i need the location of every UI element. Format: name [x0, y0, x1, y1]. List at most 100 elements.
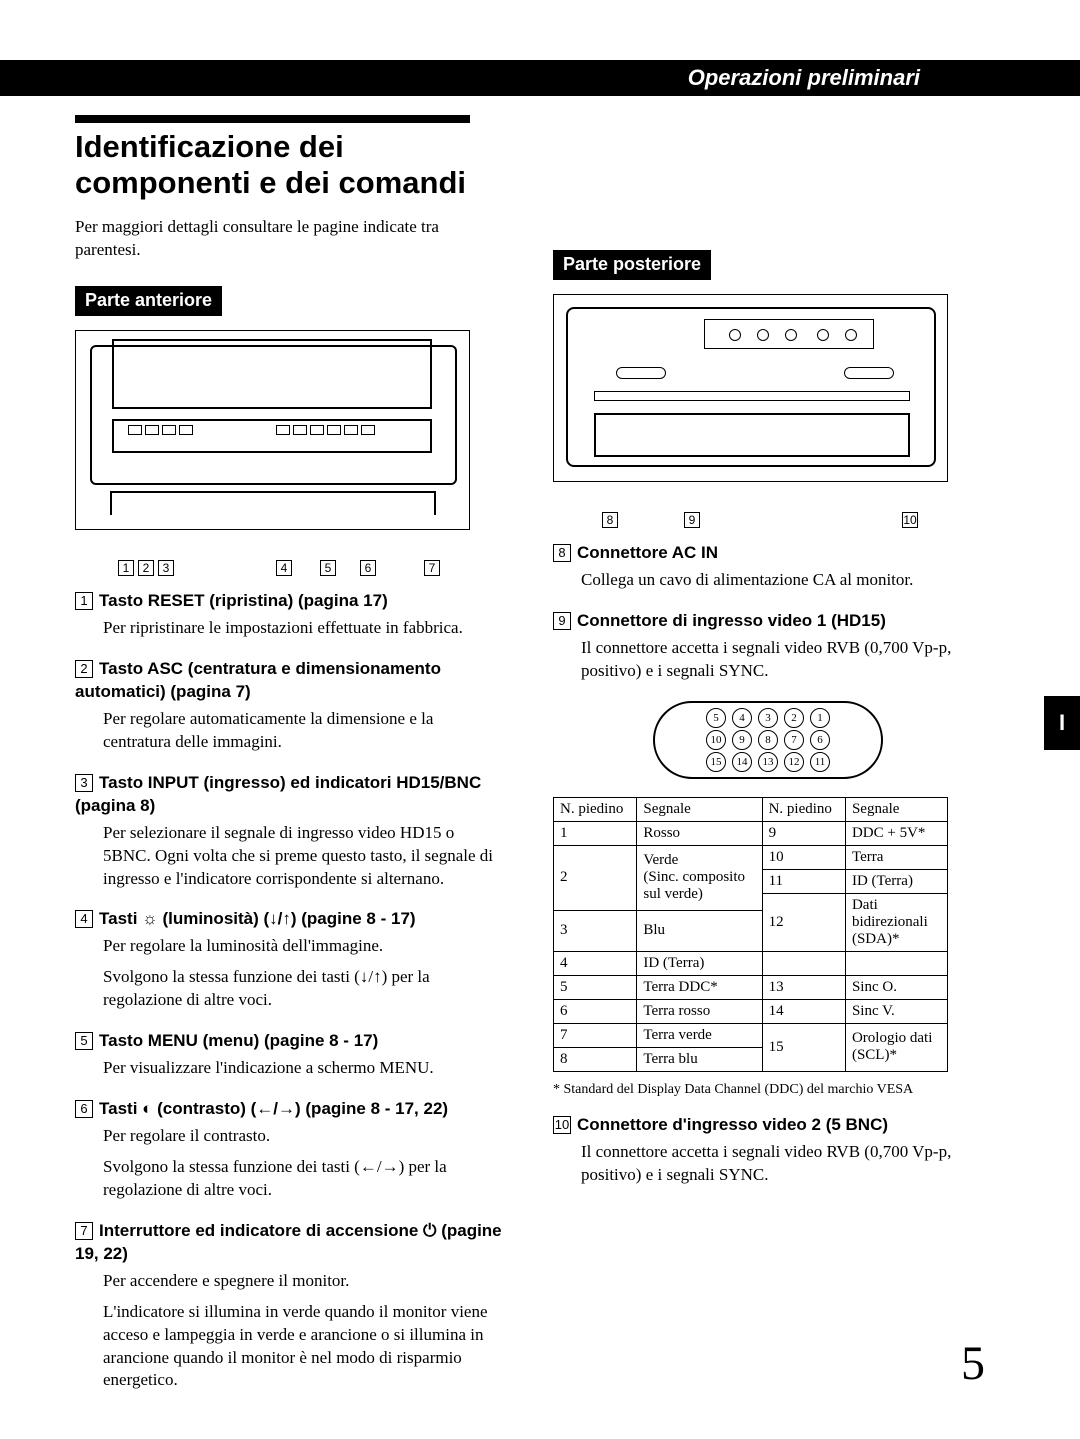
front-items-list: 1Tasto RESET (ripristina) (pagina 17) Per…: [75, 590, 505, 1392]
title-rule: [75, 115, 470, 123]
back-panel-label: Parte posteriore: [553, 250, 711, 280]
pin-circle: 13: [758, 752, 778, 772]
description-item: 4Tasti ☼ (luminosità) (↓/↑) (pagine 8 - …: [75, 908, 505, 1012]
pin-cell: [762, 951, 845, 975]
header-bar: Operazioni preliminari: [0, 60, 1080, 96]
pin-cell: Terra blu: [637, 1047, 762, 1071]
item-para: Per visualizzare l'indicazione a schermo…: [103, 1057, 505, 1080]
item-para: Svolgono la stessa funzione dei tasti (←…: [103, 1156, 505, 1202]
pin-cell: Verde(Sinc. compositosul verde): [637, 845, 762, 910]
back-items-bottom: 10Connettore d'ingresso video 2 (5 BNC)I…: [553, 1114, 983, 1187]
back-panel-diagram: 8910: [553, 294, 948, 482]
back-items-top: 8Connettore AC IN Collega un cavo di alim…: [553, 542, 983, 683]
page-number: 5: [961, 1336, 985, 1391]
description-item: 6Tasti ◐ (contrasto) (←/→) (pagine 8 - 1…: [75, 1098, 505, 1202]
callout-box: 8: [602, 511, 618, 528]
description-item: 9Connettore di ingresso video 1 (HD15)Il…: [553, 610, 983, 683]
right-column: Parte posteriore 8910 8Connettore AC INC…: [553, 115, 983, 1410]
pin-th: Segnale: [637, 797, 762, 821]
callout-box: 4: [276, 559, 292, 576]
item-heading: 5Tasto MENU (menu) (pagine 8 - 17): [75, 1030, 505, 1053]
front-panel-label: Parte anteriore: [75, 286, 222, 316]
description-item: 10Connettore d'ingresso video 2 (5 BNC)I…: [553, 1114, 983, 1187]
item-number: 7: [75, 1222, 93, 1240]
pin-cell: 9: [762, 821, 845, 845]
pin-circle: 1: [810, 708, 830, 728]
item-heading: 8Connettore AC IN: [553, 542, 983, 565]
callout-box: 3: [158, 559, 174, 576]
pin-cell: 14: [762, 999, 845, 1023]
intro-text: Per maggiori dettagli consultare le pagi…: [75, 216, 505, 262]
pin-cell: 3: [554, 910, 637, 951]
pin-cell: 15: [762, 1023, 845, 1071]
item-heading: 10Connettore d'ingresso video 2 (5 BNC): [553, 1114, 983, 1137]
pin-cell: 7: [554, 1023, 637, 1047]
pin-circle: 10: [706, 730, 726, 750]
callout-box: 10: [902, 511, 918, 528]
item-number: 5: [75, 1032, 93, 1050]
pin-th: Segnale: [845, 797, 947, 821]
item-heading: 4Tasti ☼ (luminosità) (↓/↑) (pagine 8 - …: [75, 908, 505, 931]
pin-circle: 6: [810, 730, 830, 750]
pin-cell: ID (Terra): [637, 951, 762, 975]
pin-table: N. piedino Segnale N. piedino Segnale 1R…: [553, 797, 948, 1072]
item-para: Per ripristinare le impostazioni effettu…: [103, 617, 505, 640]
pin-row: 54321: [706, 708, 830, 728]
pin-cell: [845, 951, 947, 975]
item-para: Per accendere e spegnere il monitor.: [103, 1270, 505, 1293]
callout-box: 7: [424, 559, 440, 576]
pin-circle: 7: [784, 730, 804, 750]
pin-row: 10 9876: [706, 730, 830, 750]
pin-cell: ID (Terra): [845, 869, 947, 893]
pin-cell: Terra verde: [637, 1023, 762, 1047]
pin-cell: Datibidirezionali(SDA)*: [845, 893, 947, 951]
pin-circle: 9: [732, 730, 752, 750]
pin-circle: 5: [706, 708, 726, 728]
pin-cell: Terra DDC*: [637, 975, 762, 999]
item-para: Svolgono la stessa funzione dei tasti (↓…: [103, 966, 505, 1012]
callout-box: 2: [138, 559, 154, 576]
pin-circle: 14: [732, 752, 752, 772]
pin-circle: 2: [784, 708, 804, 728]
item-number: 8: [553, 544, 571, 562]
pin-th: N. piedino: [762, 797, 845, 821]
item-heading: 3Tasto INPUT (ingresso) ed indicatori HD…: [75, 772, 505, 818]
description-item: 7Interruttore ed indicatore di accension…: [75, 1220, 505, 1393]
pin-circle: 11: [810, 752, 830, 772]
pin-th: N. piedino: [554, 797, 637, 821]
pin-cell: Sinc V.: [845, 999, 947, 1023]
item-number: 1: [75, 592, 93, 610]
callout-box: 9: [684, 511, 700, 528]
item-heading: 1Tasto RESET (ripristina) (pagina 17): [75, 590, 505, 613]
pin-row: 1514131211: [706, 752, 830, 772]
pin-cell: 13: [762, 975, 845, 999]
pin-cell: 11: [762, 869, 845, 893]
description-item: 1Tasto RESET (ripristina) (pagina 17) Per…: [75, 590, 505, 640]
pin-cell: DDC + 5V*: [845, 821, 947, 845]
item-para: Per regolare automaticamente la dimensio…: [103, 708, 505, 754]
pin-cell: Terra rosso: [637, 999, 762, 1023]
pin-cell: 8: [554, 1047, 637, 1071]
description-item: 3Tasto INPUT (ingresso) ed indicatori HD…: [75, 772, 505, 891]
front-panel-diagram: 1234567: [75, 330, 470, 530]
pin-circle: 8: [758, 730, 778, 750]
pin-cell: 12: [762, 893, 845, 951]
callout-box: 1: [118, 559, 134, 576]
pin-cell: Rosso: [637, 821, 762, 845]
item-number: 3: [75, 774, 93, 792]
item-heading: 6Tasti ◐ (contrasto) (←/→) (pagine 8 - 1…: [75, 1098, 505, 1121]
item-number: 6: [75, 1100, 93, 1118]
item-para: Per regolare il contrasto.: [103, 1125, 505, 1148]
item-number: 9: [553, 612, 571, 630]
pin-cell: Sinc O.: [845, 975, 947, 999]
pin-cell: 4: [554, 951, 637, 975]
item-number: 2: [75, 660, 93, 678]
item-number: 10: [553, 1116, 571, 1134]
description-item: 8Connettore AC IN Collega un cavo di alim…: [553, 542, 983, 592]
item-para: Collega un cavo di alimentazione CA al m…: [581, 569, 983, 592]
page-title: Identificazione dei componenti e dei com…: [75, 129, 505, 200]
item-heading: 2Tasto ASC (centratura e dimensionamento…: [75, 658, 505, 704]
item-heading: 7Interruttore ed indicatore di accension…: [75, 1220, 505, 1266]
left-column: Identificazione dei componenti e dei com…: [75, 115, 505, 1410]
item-heading: 9Connettore di ingresso video 1 (HD15): [553, 610, 983, 633]
